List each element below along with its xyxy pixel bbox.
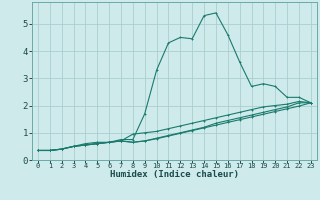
X-axis label: Humidex (Indice chaleur): Humidex (Indice chaleur) xyxy=(110,170,239,179)
